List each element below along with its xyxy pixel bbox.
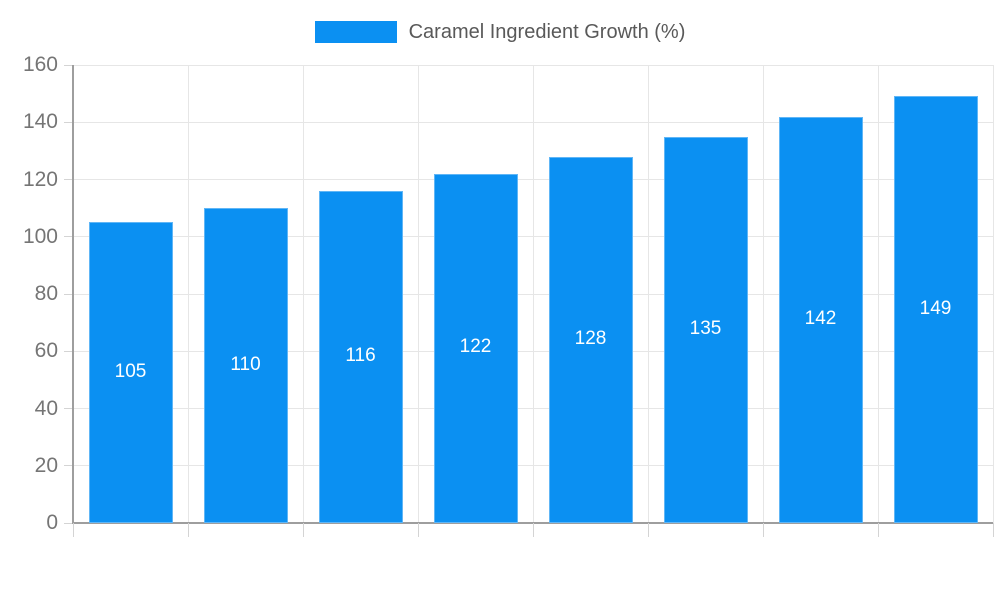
x-gridline — [992, 65, 994, 523]
x-gridline — [877, 65, 879, 523]
x-axis-tick — [187, 523, 189, 537]
bar-value-label: 122 — [459, 336, 492, 358]
bar — [318, 190, 403, 523]
x-gridline — [647, 65, 649, 523]
y-axis-tick — [64, 522, 73, 524]
x-axis-tick — [647, 523, 649, 537]
y-tick-label: 160 — [22, 53, 58, 76]
bar-value-label: 149 — [919, 297, 952, 319]
bar-value-label: 142 — [804, 307, 837, 329]
y-axis-tick — [64, 465, 73, 467]
y-tick-label: 80 — [34, 282, 58, 305]
bar-value-label: 116 — [345, 344, 376, 366]
x-axis-tick — [762, 523, 764, 537]
y-axis-tick — [64, 293, 73, 295]
y-axis-tick — [64, 179, 73, 180]
x-axis-tick — [417, 523, 419, 537]
bar — [203, 208, 288, 523]
bar — [893, 96, 978, 523]
bar-value-label: 135 — [689, 317, 722, 339]
y-tick-label: 40 — [34, 396, 58, 420]
y-tick-label: 140 — [22, 110, 58, 134]
y-axis-tick — [64, 64, 73, 66]
x-axis-tick — [992, 523, 994, 537]
y-tick-label: 0 — [46, 511, 58, 534]
y-axis-tick — [64, 408, 73, 409]
x-gridline — [302, 65, 304, 523]
y-axis-tick — [64, 236, 73, 238]
bar-value-label: 128 — [574, 327, 607, 349]
bar — [548, 156, 633, 523]
x-gridline — [417, 65, 419, 523]
y-tick-label: 100 — [22, 224, 58, 248]
x-axis-tick — [302, 523, 304, 537]
y-axis-line — [72, 65, 74, 524]
x-gridline — [532, 65, 534, 523]
x-axis-tick — [877, 523, 879, 537]
legend-color-swatch — [314, 21, 397, 43]
y-axis-tick — [64, 350, 73, 352]
y-tick-label: 120 — [22, 167, 58, 191]
bar — [663, 136, 748, 523]
y-tick-label: 60 — [34, 339, 58, 363]
x-gridline — [187, 65, 189, 523]
x-axis-tick — [72, 523, 74, 537]
x-gridline — [762, 65, 764, 523]
bar — [433, 173, 518, 523]
y-axis-tick — [64, 121, 73, 123]
bar — [778, 116, 863, 523]
legend-label: Caramel Ingredient Growth (%) — [408, 20, 686, 43]
bar-value-label: 110 — [230, 353, 261, 375]
x-axis-tick — [532, 523, 534, 537]
y-tick-label: 20 — [34, 453, 58, 477]
bar-value-label: 105 — [114, 360, 147, 382]
chart-legend: Caramel Ingredient Growth (%) — [0, 18, 1000, 46]
bar — [88, 222, 173, 523]
